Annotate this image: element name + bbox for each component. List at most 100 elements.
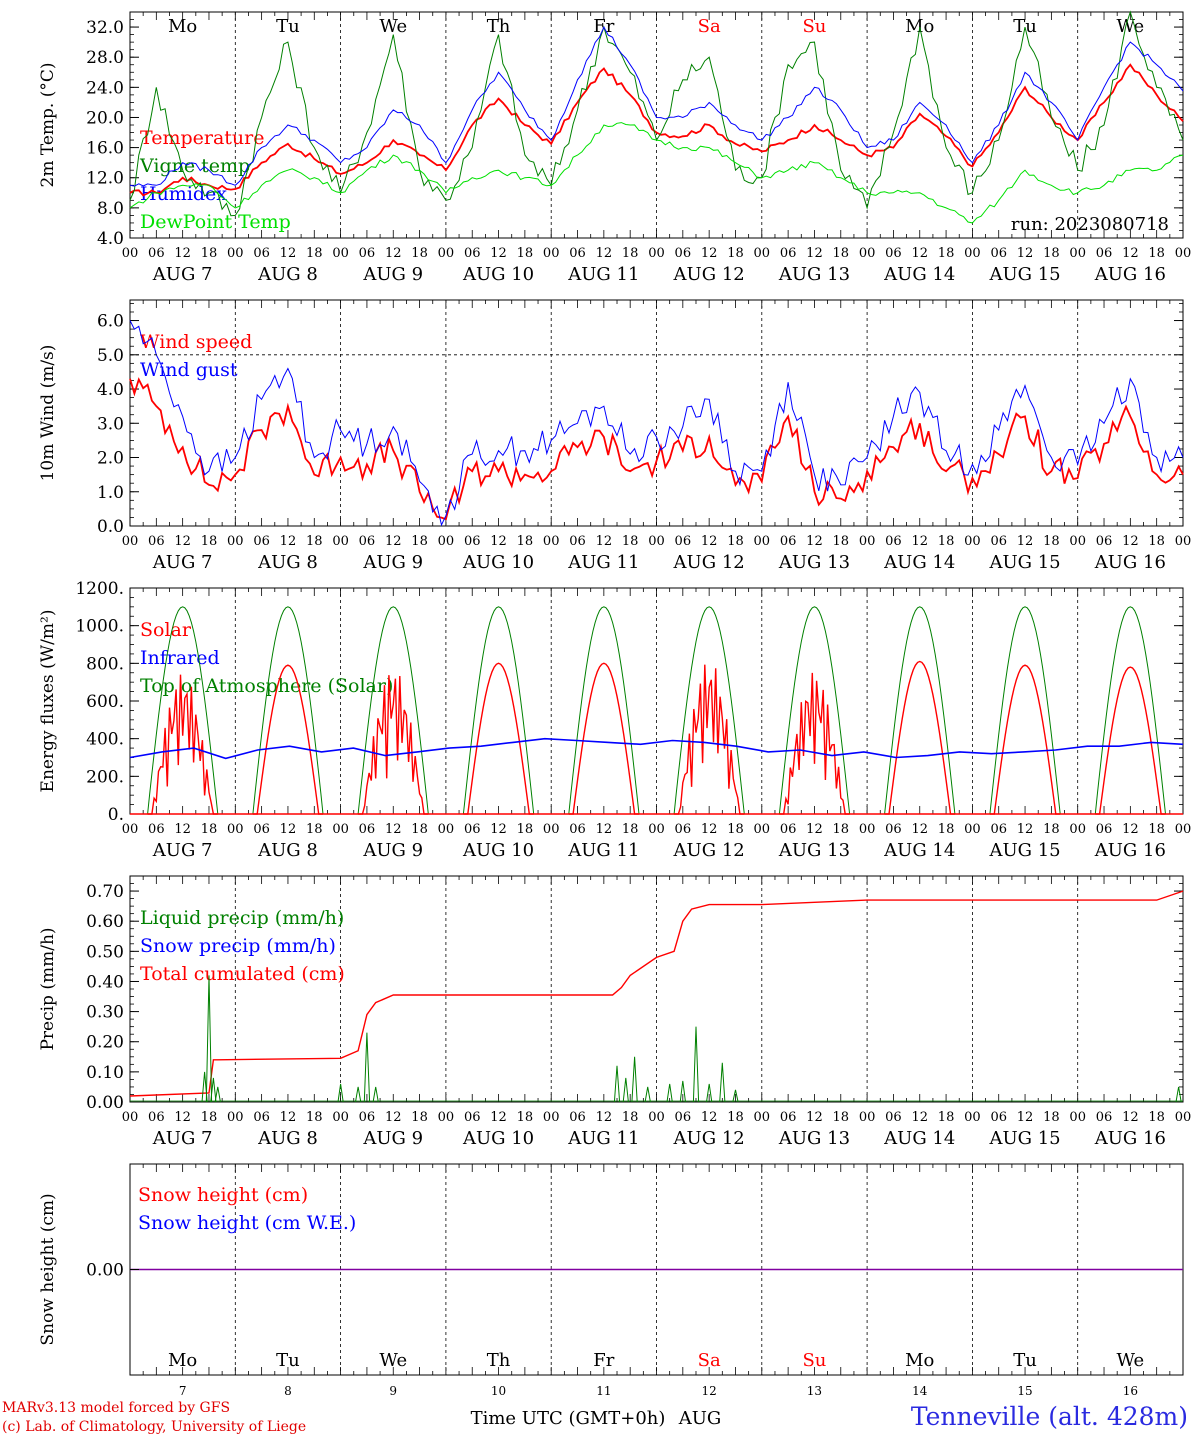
hour-label: 12	[1017, 534, 1034, 549]
date-label: AUG 13	[778, 264, 850, 285]
weekday-label: Tu	[1013, 16, 1037, 37]
hour-label: 00	[122, 822, 139, 837]
hour-label: 06	[1096, 246, 1113, 261]
hour-label: 00	[648, 822, 665, 837]
hour-label: 00	[648, 534, 665, 549]
hour-label: 18	[517, 1110, 534, 1125]
weekday-label: Tu	[276, 16, 300, 37]
date-label: AUG 8	[257, 840, 318, 861]
liquid-precip-spike	[666, 1083, 673, 1103]
toa-solar-line	[568, 606, 640, 815]
y-tick-label: 0.60	[86, 912, 124, 932]
hour-label: 06	[359, 246, 376, 261]
hour-label: 00	[859, 1110, 876, 1125]
hour-label: 06	[675, 534, 692, 549]
hour-label: 06	[990, 534, 1007, 549]
weekday-label: Mo	[168, 16, 197, 37]
y-tick-label: 400.	[86, 730, 124, 750]
day-number-label: 13	[807, 1384, 822, 1398]
hour-label: 06	[253, 1110, 270, 1125]
y-tick-label: 24.0	[86, 78, 124, 98]
hour-label: 12	[1017, 822, 1034, 837]
y-tick-label: 800.	[86, 654, 124, 674]
date-label: AUG 15	[988, 840, 1060, 861]
y-tick-label: 0.00	[86, 1261, 124, 1281]
hour-label: 06	[464, 246, 481, 261]
hour-label: 12	[1122, 534, 1139, 549]
hour-label: 06	[990, 1110, 1007, 1125]
date-label: AUG 7	[152, 264, 213, 285]
y-tick-label: 0.50	[86, 942, 124, 962]
hour-label: 12	[385, 534, 402, 549]
date-label: AUG 11	[567, 840, 639, 861]
hour-label: 18	[727, 1110, 744, 1125]
hour-label: 12	[911, 246, 928, 261]
hour-label: 00	[438, 822, 455, 837]
hour-label: 18	[1148, 822, 1165, 837]
liquid-precip-spike	[622, 1077, 629, 1103]
hour-label: 12	[806, 246, 823, 261]
weekday-label: Mo	[168, 1350, 197, 1371]
liquid-precip-spike	[692, 1026, 700, 1103]
weekday-label: Tu	[1013, 1350, 1037, 1371]
hour-label: 06	[569, 246, 586, 261]
solar-line	[884, 660, 955, 815]
hour-label: 00	[543, 822, 560, 837]
hour-label: 12	[701, 534, 718, 549]
hour-label: 06	[359, 534, 376, 549]
y-tick-label: 0.0	[97, 517, 124, 537]
day-number-label: 9	[389, 1384, 397, 1398]
y-tick-label: 20.0	[86, 108, 124, 128]
hour-label: 12	[911, 822, 928, 837]
hour-label: 18	[938, 1110, 955, 1125]
liquid-precip-spike	[210, 1077, 217, 1103]
hour-label: 00	[1069, 822, 1086, 837]
hour-label: 12	[1122, 1110, 1139, 1125]
hour-label: 00	[543, 534, 560, 549]
y-tick-label: 0.00	[86, 1093, 124, 1113]
hour-label: 06	[885, 246, 902, 261]
legend-entry: Wind speed	[140, 331, 252, 353]
date-label: AUG 10	[462, 552, 534, 573]
legend-entry: Total cumulated (cm)	[140, 963, 345, 985]
hour-label: 06	[148, 246, 165, 261]
liquid-precip-spike	[205, 975, 213, 1103]
day-number-label: 10	[491, 1384, 506, 1398]
day-number-label: 16	[1123, 1384, 1138, 1398]
date-label: AUG 16	[1094, 840, 1166, 861]
hour-label: 12	[280, 822, 297, 837]
weekday-label: Mo	[905, 1350, 934, 1371]
toa-solar-line	[673, 606, 745, 815]
date-label: AUG 14	[883, 552, 955, 573]
toa-solar-line	[1094, 606, 1166, 815]
hour-label: 18	[411, 822, 428, 837]
hour-label: 00	[122, 1110, 139, 1125]
hour-label: 12	[385, 1110, 402, 1125]
solar-line	[568, 662, 639, 815]
legend-entry: Infrared	[140, 647, 220, 669]
hour-label: 00	[754, 822, 771, 837]
hour-label: 00	[1069, 246, 1086, 261]
hour-label: 18	[306, 1110, 323, 1125]
y-tick-label: 4.0	[97, 229, 124, 249]
series-line	[129, 63, 1184, 197]
hour-label: 12	[911, 1110, 928, 1125]
hour-label: 00	[543, 1110, 560, 1125]
liquid-precip-spike	[337, 1083, 344, 1103]
y-tick-label: 1200.	[75, 579, 124, 599]
solar-line	[252, 664, 323, 815]
liquid-precip-spike	[372, 1086, 379, 1103]
cumulated-line	[129, 890, 1184, 1097]
weekday-label: We	[379, 16, 407, 37]
date-label: AUG 12	[673, 552, 745, 573]
y-tick-label: 16.0	[86, 139, 124, 159]
toa-solar-line	[357, 606, 429, 815]
hour-label: 18	[727, 534, 744, 549]
date-label: AUG 8	[257, 552, 318, 573]
hour-label: 06	[1096, 1110, 1113, 1125]
solar-line	[779, 672, 850, 815]
hour-label: 00	[1175, 1110, 1192, 1125]
hour-label: 12	[174, 246, 191, 261]
hour-label: 06	[569, 1110, 586, 1125]
